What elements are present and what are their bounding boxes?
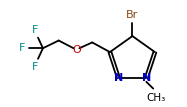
- Text: F: F: [32, 25, 38, 35]
- Text: O: O: [72, 45, 81, 55]
- Text: Br: Br: [126, 10, 139, 20]
- Text: CH₃: CH₃: [147, 93, 166, 103]
- Text: F: F: [32, 62, 38, 72]
- Text: N: N: [142, 73, 151, 83]
- Text: N: N: [114, 73, 123, 83]
- Text: F: F: [19, 43, 25, 53]
